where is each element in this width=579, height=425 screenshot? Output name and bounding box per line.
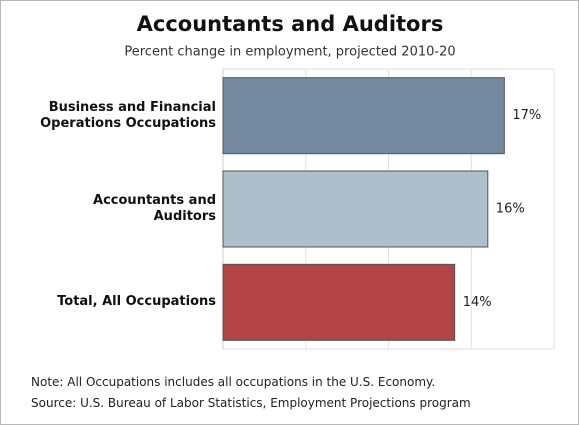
note: Note: All Occupations includes all occup… <box>31 375 436 389</box>
bar <box>222 263 456 341</box>
bar <box>222 170 489 248</box>
value-label: 14% <box>463 295 492 310</box>
chart-subtitle: Percent change in employment, projected … <box>124 45 455 60</box>
value-label: 16% <box>496 202 525 217</box>
note: Source: U.S. Bureau of Labor Statistics,… <box>31 396 471 410</box>
chart-title: Accountants and Auditors <box>137 12 444 36</box>
category-label: Business and Financial Operations Occupa… <box>40 99 216 131</box>
category-label: Accountants and Auditors <box>93 193 216 224</box>
bar <box>222 77 505 155</box>
category-label: Total, All Occupations <box>57 294 216 310</box>
value-label: 17% <box>512 108 541 123</box>
